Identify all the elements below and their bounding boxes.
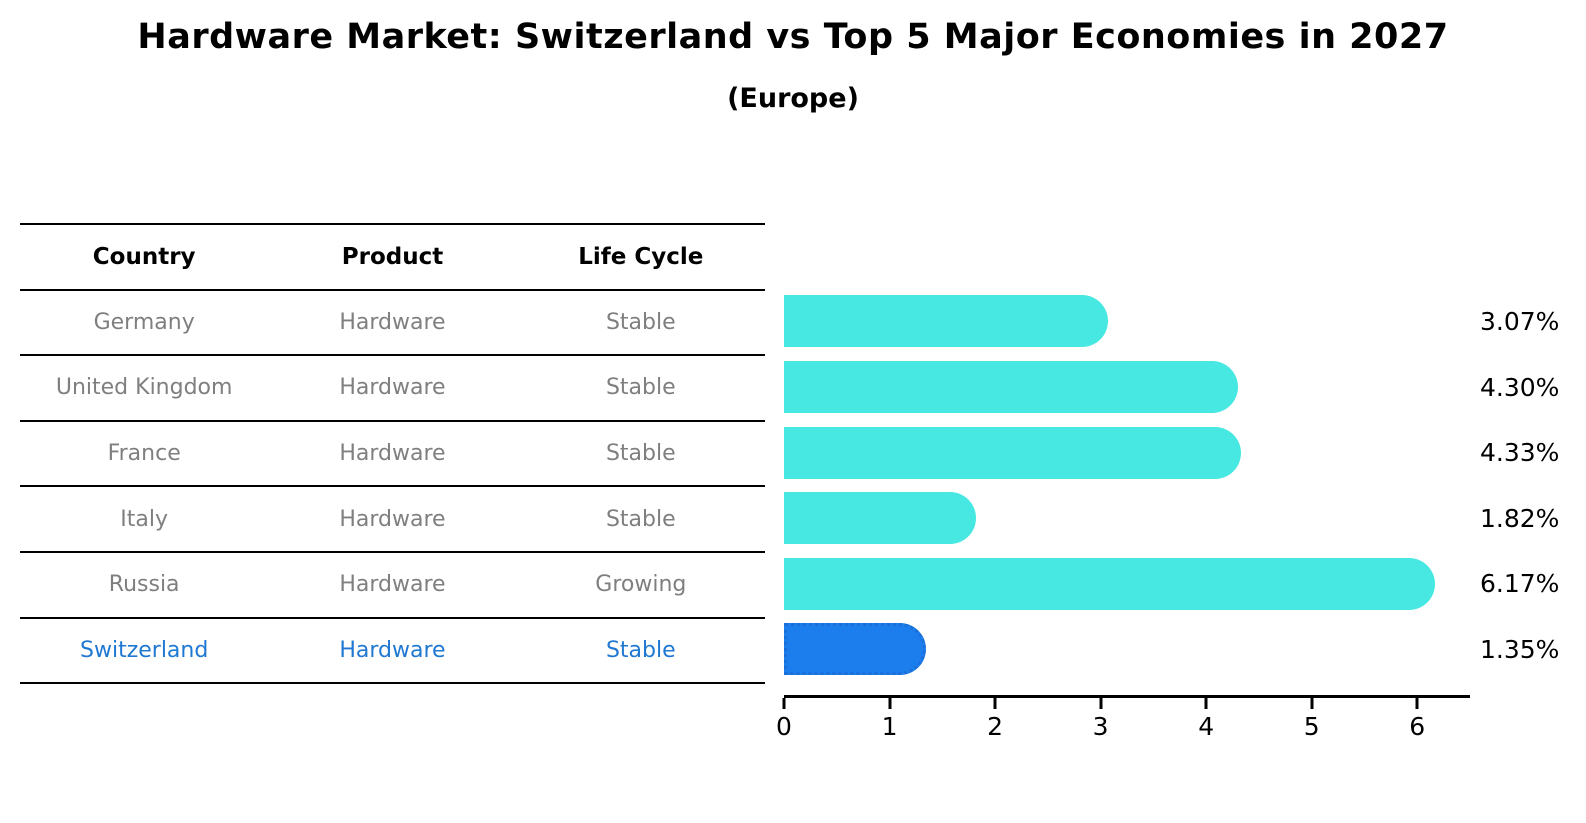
x-axis-tick bbox=[782, 698, 786, 709]
value-label-united-kingdom: 4.30% bbox=[1480, 372, 1560, 402]
lifecycle-cell: Stable bbox=[605, 309, 676, 335]
table-row-switzerland: Switzerland Hardware Stable bbox=[20, 619, 765, 685]
x-axis-tick bbox=[1310, 698, 1314, 709]
product-cell: Hardware bbox=[339, 375, 446, 401]
country-cell: Germany bbox=[93, 309, 195, 335]
column-header-lifecycle: Life Cycle bbox=[578, 243, 704, 270]
product-cell: Hardware bbox=[339, 637, 446, 663]
column-header-country: Country bbox=[92, 243, 196, 270]
x-axis-tick bbox=[993, 698, 997, 709]
country-cell: United Kingdom bbox=[55, 375, 233, 401]
bar-row-russia bbox=[784, 551, 1470, 617]
table-row-germany: Germany Hardware Stable bbox=[20, 291, 765, 357]
lifecycle-cell: Stable bbox=[605, 637, 676, 663]
country-cell: Switzerland bbox=[80, 637, 209, 663]
value-label-france: 4.33% bbox=[1480, 438, 1560, 468]
x-axis-tick-label: 6 bbox=[1409, 712, 1426, 741]
table-row-united-kingdom: United Kingdom Hardware Stable bbox=[20, 356, 765, 422]
x-axis-tick bbox=[1204, 698, 1208, 709]
x-axis-tick-label: 5 bbox=[1303, 712, 1320, 741]
lifecycle-cell: Stable bbox=[605, 506, 676, 532]
product-cell: Hardware bbox=[339, 309, 446, 335]
data-table: Country Product Life Cycle Germany Hardw… bbox=[20, 223, 765, 685]
table-row-italy: Italy Hardware Stable bbox=[20, 487, 765, 553]
x-axis-tick-label: 2 bbox=[987, 712, 1004, 741]
table-row-france: France Hardware Stable bbox=[20, 422, 765, 488]
value-bar-united-kingdom bbox=[784, 361, 1238, 414]
value-labels: 3.07% 4.30% 4.33% 1.82% 6.17% 1.35% bbox=[1480, 289, 1586, 683]
value-label-italy: 1.82% bbox=[1480, 503, 1560, 533]
value-label-russia: 6.17% bbox=[1480, 569, 1560, 599]
value-bar-germany bbox=[784, 295, 1108, 348]
column-header-product: Product bbox=[341, 243, 444, 270]
table-header-row: Country Product Life Cycle bbox=[20, 225, 765, 291]
country-cell: Russia bbox=[108, 572, 180, 598]
value-bar-russia bbox=[784, 557, 1436, 610]
value-bar-switzerland-highlighted bbox=[784, 623, 927, 676]
bar-row-switzerland bbox=[784, 617, 1470, 683]
x-axis-tick bbox=[1415, 698, 1419, 709]
x-axis-tick-label: 1 bbox=[881, 712, 898, 741]
x-axis-tick-label: 4 bbox=[1198, 712, 1215, 741]
x-axis-line bbox=[784, 695, 1470, 698]
product-cell: Hardware bbox=[339, 572, 446, 598]
x-axis-tick bbox=[888, 698, 892, 709]
chart-subtitle: (Europe) bbox=[727, 83, 859, 114]
x-axis-tick bbox=[1099, 698, 1103, 709]
x-axis-tick-label: 3 bbox=[1092, 712, 1109, 741]
lifecycle-cell: Stable bbox=[605, 375, 676, 401]
value-label-germany: 3.07% bbox=[1480, 306, 1560, 336]
value-label-switzerland: 1.35% bbox=[1480, 634, 1560, 664]
country-cell: France bbox=[107, 441, 181, 467]
bar-row-united-kingdom bbox=[784, 354, 1470, 420]
chart-title: Hardware Market: Switzerland vs Top 5 Ma… bbox=[137, 17, 1449, 57]
lifecycle-cell: Growing bbox=[595, 572, 687, 598]
bar-row-germany bbox=[784, 289, 1470, 355]
bar-row-france bbox=[784, 420, 1470, 486]
product-cell: Hardware bbox=[339, 441, 446, 467]
bar-row-italy bbox=[784, 485, 1470, 551]
x-axis: 0 1 2 3 4 5 6 bbox=[776, 695, 1470, 755]
lifecycle-cell: Stable bbox=[605, 441, 676, 467]
value-bar-italy bbox=[784, 492, 977, 545]
bar-plot-area bbox=[784, 289, 1470, 683]
value-bar-france bbox=[784, 426, 1241, 479]
country-cell: Italy bbox=[120, 506, 169, 532]
table-row-russia: Russia Hardware Growing bbox=[20, 553, 765, 619]
product-cell: Hardware bbox=[339, 506, 446, 532]
x-axis-tick-label: 0 bbox=[776, 712, 792, 741]
